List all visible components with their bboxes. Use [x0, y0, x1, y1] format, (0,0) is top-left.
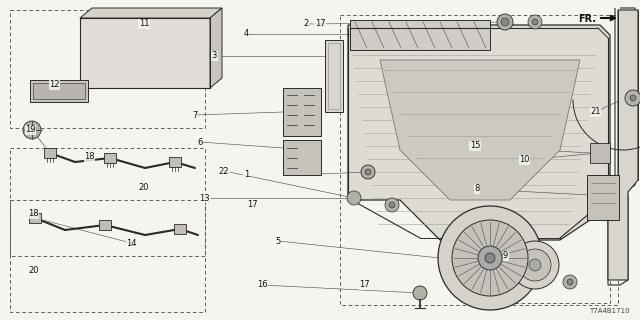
Text: 9: 9: [503, 252, 508, 260]
Bar: [590, 143, 610, 163]
Circle shape: [511, 241, 559, 289]
Text: 10: 10: [520, 156, 530, 164]
Text: 3: 3: [212, 52, 217, 60]
Text: 14: 14: [126, 239, 136, 248]
Text: 12: 12: [49, 80, 60, 89]
Circle shape: [497, 14, 513, 30]
Circle shape: [452, 220, 528, 296]
Text: 16: 16: [257, 280, 268, 289]
Circle shape: [529, 259, 541, 271]
Text: FR.: FR.: [578, 14, 596, 24]
Circle shape: [438, 206, 542, 310]
Bar: [325, 40, 343, 112]
Text: 22: 22: [219, 167, 229, 176]
Circle shape: [501, 18, 509, 26]
Circle shape: [563, 275, 577, 289]
Text: 21: 21: [590, 108, 600, 116]
Circle shape: [389, 202, 395, 208]
Bar: [29, 213, 41, 223]
Text: 7: 7: [193, 111, 198, 120]
Bar: [328, 43, 340, 109]
Circle shape: [630, 95, 636, 101]
Text: 19: 19: [26, 125, 36, 134]
Text: 2: 2: [303, 20, 308, 28]
Text: T7A4B1710: T7A4B1710: [589, 308, 630, 314]
Bar: [500, 195, 610, 303]
Bar: [99, 220, 111, 230]
Text: 17: 17: [315, 20, 325, 28]
Bar: [340, 15, 618, 305]
Circle shape: [567, 279, 573, 285]
Circle shape: [365, 169, 371, 175]
Text: 11: 11: [139, 20, 149, 28]
Bar: [80, 18, 210, 88]
Circle shape: [478, 246, 502, 270]
Polygon shape: [380, 60, 580, 200]
Bar: [44, 148, 56, 158]
Bar: [30, 80, 88, 102]
Polygon shape: [608, 10, 638, 280]
Text: 18: 18: [84, 152, 95, 161]
Bar: [104, 153, 116, 163]
Text: 5: 5: [276, 237, 281, 246]
Circle shape: [485, 253, 495, 263]
Text: 13: 13: [200, 194, 210, 203]
Circle shape: [413, 286, 427, 300]
Circle shape: [347, 191, 361, 205]
Bar: [10, 200, 205, 312]
Bar: [587, 175, 619, 220]
Text: 1: 1: [244, 170, 249, 179]
Circle shape: [625, 90, 640, 106]
Circle shape: [519, 249, 551, 281]
Polygon shape: [80, 8, 222, 18]
Bar: [10, 148, 205, 256]
Circle shape: [385, 198, 399, 212]
Polygon shape: [348, 25, 610, 240]
Text: 18: 18: [28, 209, 38, 218]
Text: 15: 15: [470, 141, 480, 150]
Polygon shape: [350, 20, 490, 50]
Circle shape: [528, 15, 542, 29]
Bar: [174, 224, 186, 234]
Text: 8: 8: [474, 184, 479, 193]
Text: 6: 6: [198, 138, 203, 147]
Text: 4: 4: [244, 29, 249, 38]
Bar: [283, 88, 321, 136]
Bar: [33, 83, 85, 99]
Text: 17: 17: [248, 200, 258, 209]
Bar: [10, 10, 205, 128]
Circle shape: [532, 19, 538, 25]
Bar: [169, 157, 181, 167]
Text: 20: 20: [28, 266, 38, 275]
Polygon shape: [210, 8, 222, 88]
Circle shape: [361, 165, 375, 179]
Circle shape: [23, 121, 41, 139]
Bar: [283, 140, 321, 175]
Text: 20: 20: [139, 183, 149, 192]
Text: 17: 17: [360, 280, 370, 289]
